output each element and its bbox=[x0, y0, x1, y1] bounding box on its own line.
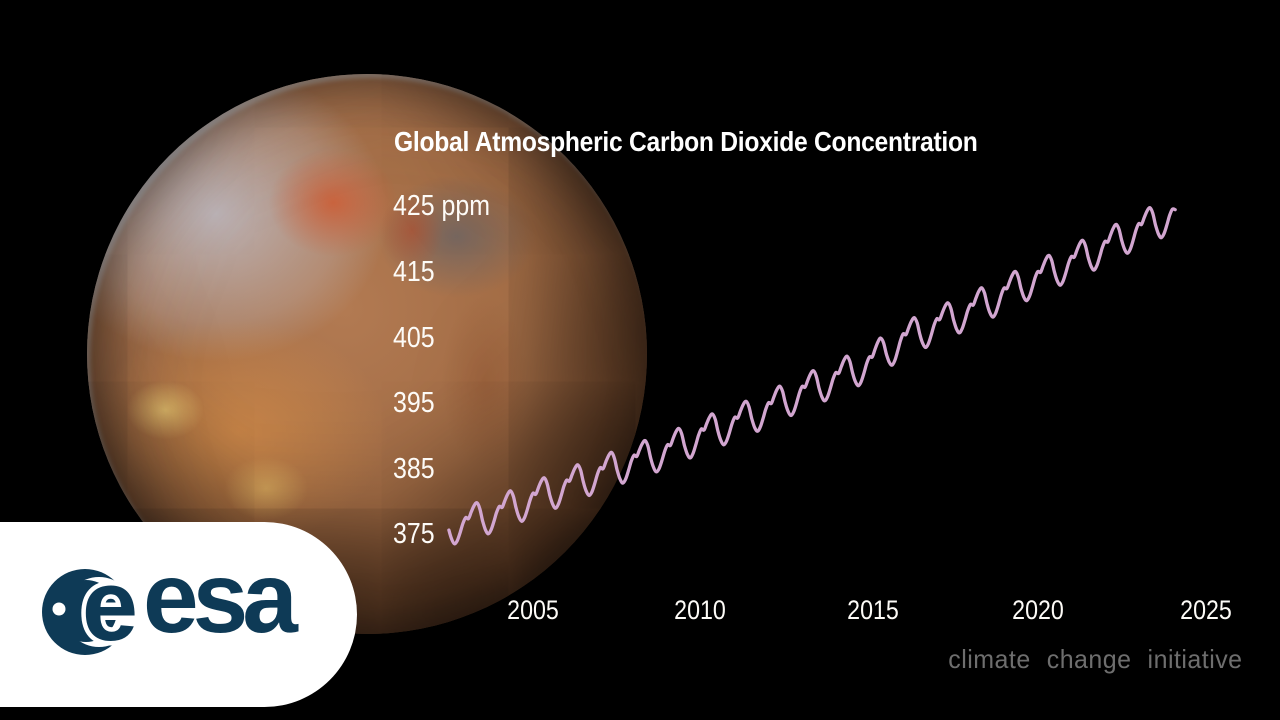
climate-change-initiative-credit: climate change initiative bbox=[948, 644, 1243, 674]
x-axis-tick-label-2025: 2025 bbox=[1180, 595, 1232, 625]
y-axis-tick-label-415: 415 bbox=[393, 256, 435, 288]
esa-emblem-dot bbox=[52, 602, 66, 616]
esa-wordmark: esa bbox=[143, 542, 298, 654]
esa-logo-banner: e e esa bbox=[0, 522, 357, 707]
esa-emblem-letter-halo: e bbox=[82, 550, 138, 662]
y-axis-tick-label-425ppm: 425 ppm bbox=[393, 190, 491, 222]
y-axis-tick-label-375: 375 bbox=[393, 518, 435, 550]
x-axis-tick-label-2015: 2015 bbox=[847, 595, 899, 625]
y-axis-tick-label-395: 395 bbox=[393, 387, 435, 419]
chart-title: Global Atmospheric Carbon Dioxide Concen… bbox=[394, 126, 978, 157]
x-axis-tick-label-2020: 2020 bbox=[1012, 595, 1064, 625]
esa-emblem-crescent bbox=[20, 546, 180, 678]
esa-emblem-icon: e e bbox=[20, 546, 180, 678]
x-axis-tick-label-2005: 2005 bbox=[507, 595, 559, 625]
co2-trend-line bbox=[447, 206, 1177, 546]
x-axis-tick-label-2010: 2010 bbox=[674, 595, 726, 625]
y-axis-tick-label-385: 385 bbox=[393, 453, 435, 485]
esa-emblem-letter: e bbox=[82, 550, 138, 662]
y-axis-tick-label-405: 405 bbox=[393, 322, 435, 354]
